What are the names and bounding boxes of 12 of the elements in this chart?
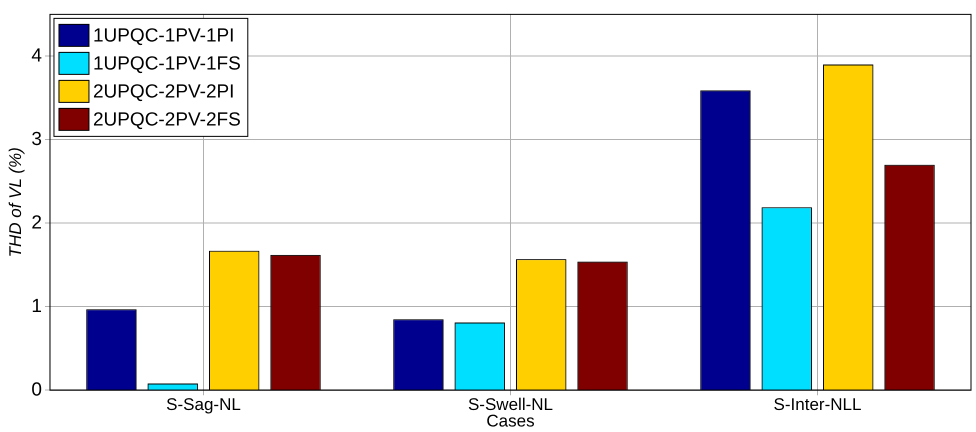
y-axis-title: THD of VL (%) [6, 147, 25, 258]
y-tick-label: 0 [31, 379, 42, 400]
y-tick-label: 4 [31, 45, 42, 66]
y-tick-label: 1 [31, 296, 42, 317]
y-tick-label: 3 [31, 128, 42, 150]
legend-label: 1UPQC-1PV-1PI [92, 26, 234, 47]
legend-label: 1UPQC-1PV-1FS [92, 54, 241, 75]
x-tick-label: S-Sag-NL [166, 395, 241, 414]
x-tick-label: S-Inter-NLL [774, 395, 862, 414]
y-tick-label: 2 [31, 212, 42, 234]
legend-label: 2UPQC-2PV-2FS [92, 110, 241, 131]
legend-label: 2UPQC-2PV-2PI [92, 82, 234, 103]
